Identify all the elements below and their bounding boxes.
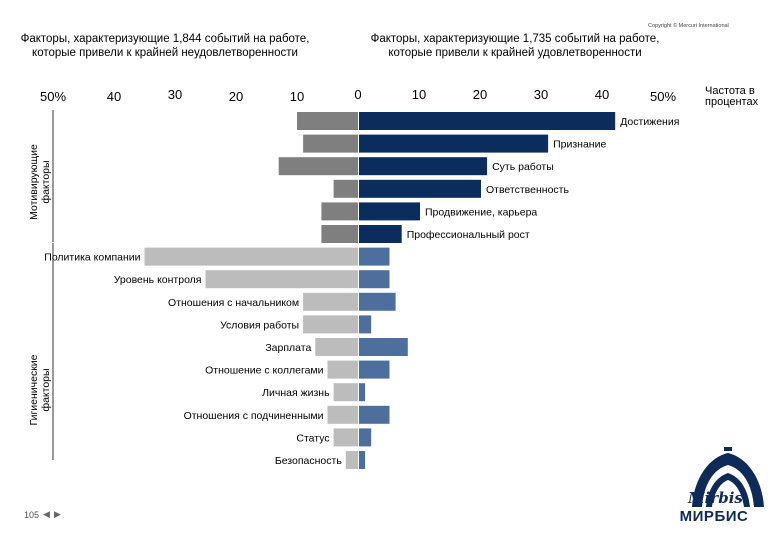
factor-label: Достижения [620, 116, 679, 128]
axis-tick-label: 0 [354, 87, 361, 102]
axis-tick-label: 40 [595, 87, 609, 102]
group-label-line1: Гигиенические [28, 354, 40, 425]
factor-label: Отношение с коллегами [205, 365, 324, 377]
frequency-label-line1: Частота в [705, 85, 755, 97]
bar-dissatisfaction [205, 270, 358, 289]
factor-label: Ответственность [486, 184, 569, 196]
logo-text: МИРБИС [679, 508, 749, 525]
bar-satisfaction [359, 157, 488, 176]
bar-dissatisfaction [327, 360, 358, 379]
bar-dissatisfaction [333, 179, 358, 198]
bar-satisfaction [359, 112, 616, 130]
left-chart-header: Факторы, характеризующие 1,844 событий н… [0, 32, 330, 60]
bar-dissatisfaction [303, 134, 358, 153]
factor-label: Продвижение, карьера [425, 206, 537, 218]
factor-label: Политика компании [44, 252, 140, 264]
axis-tick-label: 20 [473, 87, 487, 102]
factor-label: Профессиональный рост [407, 229, 530, 241]
factor-label: Признание [553, 139, 606, 151]
logo-script-text: Mirbis [688, 489, 743, 507]
bar-satisfaction [359, 202, 420, 221]
factor-label: Безопасность [275, 455, 343, 467]
bar-dissatisfaction [327, 405, 358, 424]
bar-satisfaction [359, 405, 390, 424]
copyright-notice: Copyright © Mercuri International [648, 23, 729, 29]
axis-tick-label: 30 [534, 87, 548, 102]
frequency-label-line2: процентах [705, 96, 759, 108]
factor-label: Суть работы [492, 161, 554, 173]
bar-satisfaction [359, 428, 372, 447]
group-label-line2: факторы [40, 160, 52, 203]
frequency-axis-label: Частота в процентах [705, 86, 758, 108]
bar-dissatisfaction [321, 202, 358, 221]
factor-label: Личная жизнь [262, 387, 330, 399]
bar-satisfaction [359, 134, 549, 153]
bar-satisfaction [359, 315, 372, 334]
group-label-motivators: Мотивирующиефакторы [28, 144, 52, 220]
bar-satisfaction [359, 383, 366, 402]
left-header-line2: которые привели к крайней неудовлетворен… [32, 47, 298, 59]
bar-satisfaction [359, 360, 390, 379]
bar-satisfaction [359, 270, 390, 289]
bar-dissatisfaction [303, 292, 358, 311]
factor-label: Условия работы [220, 319, 299, 331]
bar-dissatisfaction [303, 315, 358, 334]
right-header-line2: которые привели к крайней удовлетворенно… [388, 47, 642, 59]
factor-label: Статус [296, 432, 329, 444]
factor-label: Отношения с начальником [168, 297, 299, 309]
bar-satisfaction [359, 451, 366, 469]
bar-dissatisfaction [278, 157, 358, 176]
bar-satisfaction [359, 292, 396, 311]
axis-tick-label: 30 [168, 87, 182, 102]
bar-dissatisfaction [345, 451, 358, 469]
prev-page-icon[interactable]: ◀ [43, 509, 50, 519]
group-label-line2: факторы [40, 368, 52, 411]
bar-dissatisfaction [321, 225, 358, 243]
factor-label: Отношения с подчиненными [184, 410, 324, 422]
bar-satisfaction [359, 247, 390, 266]
bar-dissatisfaction [297, 112, 358, 130]
bar-satisfaction [359, 179, 481, 198]
group-label-hygiene: Гигиеническиефакторы [28, 354, 52, 425]
bar-dissatisfaction [333, 428, 358, 447]
factor-label: Уровень контроля [114, 274, 202, 286]
axis-tick-label: 10 [290, 89, 304, 104]
mirbis-emblem-icon [692, 447, 764, 507]
axis-tick-label: 50% [650, 89, 676, 104]
bar-dissatisfaction [315, 338, 358, 356]
bar-dissatisfaction [144, 247, 358, 266]
bar-dissatisfaction [333, 383, 358, 402]
factor-label: Зарплата [265, 342, 311, 354]
group-label-line1: Мотивирующие [28, 144, 40, 220]
axis-tick-label: 40 [107, 89, 121, 104]
page-number: 105 [24, 509, 40, 520]
axis-tick-label: 20 [229, 89, 243, 104]
right-chart-header: Факторы, характеризующие 1,735 событий н… [360, 32, 670, 60]
bar-satisfaction [359, 225, 402, 243]
next-page-icon[interactable]: ▶ [53, 509, 61, 519]
page-navigation: 105 ◀ ▶ [24, 509, 61, 520]
right-header-line1: Факторы, характеризующие 1,735 событий н… [370, 33, 660, 45]
axis-tick-label: 10 [412, 87, 426, 102]
left-header-line1: Факторы, характеризующие 1,844 событий н… [20, 33, 310, 45]
bar-satisfaction [359, 338, 408, 356]
axis-tick-label: 50% [40, 89, 66, 104]
